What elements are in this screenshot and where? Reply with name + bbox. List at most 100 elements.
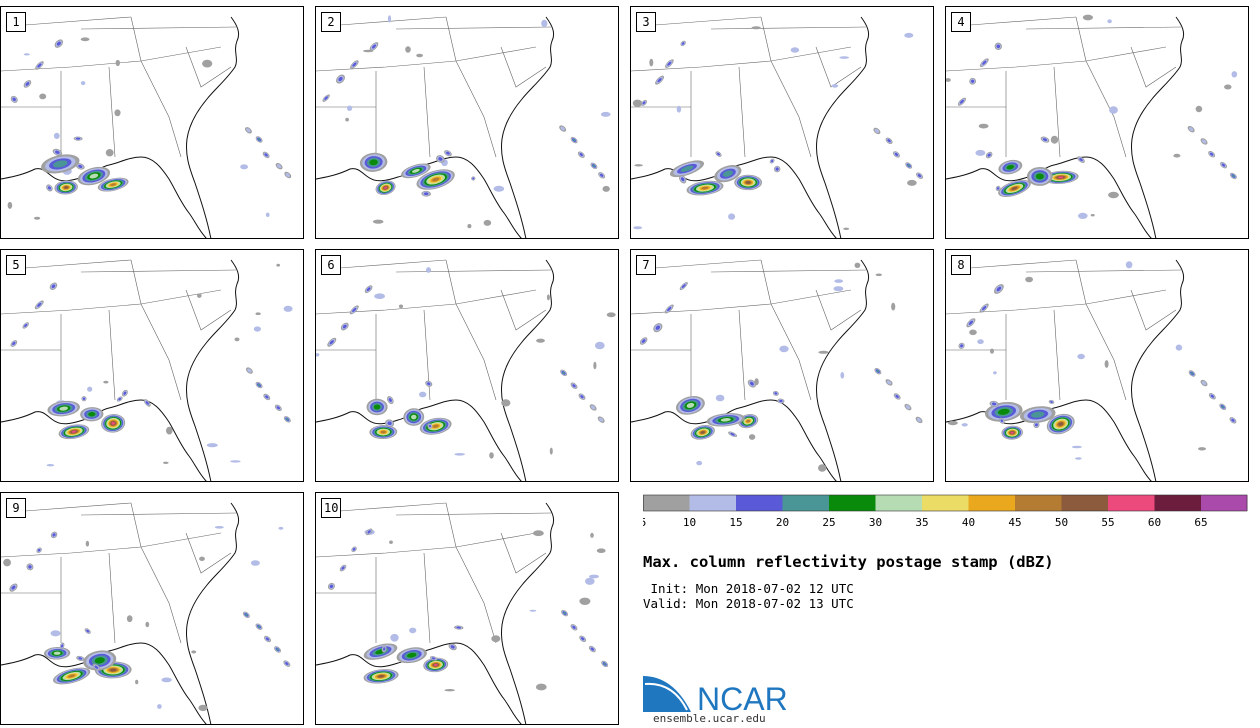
echo	[1071, 445, 1082, 449]
echo	[546, 294, 550, 301]
panel-number: 10	[321, 498, 342, 518]
state-border	[130, 259, 142, 305]
echo	[405, 46, 411, 53]
map-panel-2	[316, 15, 611, 238]
echo	[283, 305, 293, 312]
colorbar-tick-label: 60	[1148, 516, 1161, 529]
state-border	[24, 16, 132, 26]
echo	[230, 460, 241, 463]
echo	[416, 53, 423, 58]
init-label: Init:	[650, 581, 689, 596]
state-border	[1053, 309, 1061, 401]
echo	[23, 53, 30, 56]
echo	[993, 371, 997, 375]
echo	[585, 577, 595, 585]
echo	[891, 302, 896, 311]
echo	[833, 286, 844, 292]
state-border	[445, 502, 457, 548]
panel-10: 10	[315, 492, 619, 725]
echo	[1078, 212, 1088, 219]
colorbar-tick-label: 15	[729, 516, 742, 529]
state-border	[738, 309, 746, 401]
echo	[3, 558, 11, 567]
echo	[454, 453, 465, 456]
state-border	[815, 289, 862, 331]
coastline	[316, 399, 522, 481]
state-border	[395, 26, 552, 30]
echo	[493, 185, 505, 192]
map-panel-4	[946, 14, 1238, 238]
echo	[541, 19, 548, 27]
echo	[161, 677, 172, 683]
state-border	[815, 46, 862, 88]
panel-number: 4	[951, 12, 971, 32]
echo	[1109, 106, 1118, 114]
state-border	[1053, 66, 1061, 158]
echo	[590, 532, 594, 538]
echo	[533, 530, 544, 537]
state-border	[130, 502, 142, 548]
echo	[728, 213, 736, 220]
coastline	[186, 502, 240, 724]
echo	[751, 26, 761, 30]
echo	[157, 704, 162, 709]
colorbar-tick-label: 25	[822, 516, 835, 529]
coastline	[1131, 259, 1185, 481]
echo	[114, 109, 121, 117]
state-border	[631, 46, 852, 72]
colorbar-bin-55	[1108, 495, 1155, 511]
echo	[135, 679, 139, 685]
echo	[483, 219, 492, 226]
echo	[214, 526, 224, 529]
coastline	[186, 259, 240, 481]
panel-number: 7	[636, 255, 656, 275]
echo	[347, 105, 353, 111]
panel-6: 6	[315, 249, 619, 482]
echo	[1125, 261, 1133, 269]
product-title: Max. column reflectivity postage stamp (…	[643, 553, 1054, 571]
valid-label: Valid:	[643, 596, 689, 611]
state-border	[339, 502, 447, 512]
ncar-logo: NCAR	[643, 676, 788, 714]
echo	[426, 267, 431, 273]
echo	[843, 227, 850, 230]
init-time: Init: Mon 2018-07-02 12 UTC	[643, 581, 854, 596]
echo	[593, 361, 597, 370]
state-border	[108, 309, 116, 401]
state-border	[423, 552, 431, 644]
echo	[536, 338, 545, 343]
colorbar-bin-35	[922, 495, 969, 511]
echo	[1231, 71, 1238, 78]
echo	[197, 293, 202, 298]
echo	[1090, 214, 1095, 217]
state-border	[500, 289, 547, 331]
coastline	[501, 16, 555, 238]
panel-number: 2	[321, 12, 341, 32]
map-panel-7	[631, 259, 923, 481]
echo	[278, 526, 284, 530]
echo	[53, 132, 60, 139]
state-border	[455, 303, 497, 401]
colorbar-bin-15	[736, 495, 783, 511]
valid-time: Valid: Mon 2018-07-02 13 UTC	[643, 596, 854, 611]
state-border	[946, 289, 1167, 315]
echo	[444, 689, 455, 692]
state-border	[80, 26, 237, 30]
panel-7: 7	[630, 249, 934, 482]
panel-number: 1	[6, 12, 26, 32]
state-border	[316, 289, 537, 315]
echo	[202, 59, 213, 68]
panel-number: 9	[6, 498, 26, 518]
echo	[240, 164, 249, 170]
state-border	[316, 46, 537, 72]
state-border	[185, 289, 232, 331]
panel-2: 2	[315, 6, 619, 239]
colorbar-bin-20	[782, 495, 829, 511]
echo	[398, 304, 404, 309]
colorbar-bin-60	[1154, 495, 1201, 511]
state-border	[423, 66, 431, 158]
echo	[87, 386, 93, 392]
echo	[696, 460, 703, 466]
state-border	[1025, 269, 1182, 273]
map-panel-1	[1, 16, 292, 238]
